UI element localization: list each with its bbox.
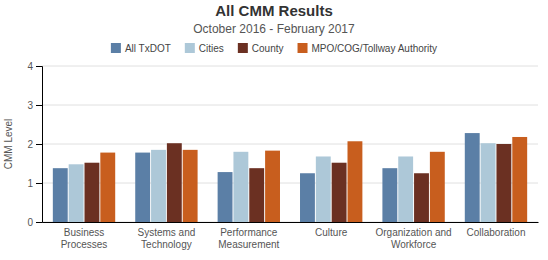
bar (183, 150, 198, 222)
legend: All TxDOT Cities County MPO/COG/Tollway Aut… (111, 43, 437, 54)
bar-series (84, 143, 511, 222)
legend-item: All TxDOT (111, 43, 171, 54)
grid-line (42, 144, 538, 145)
bar (398, 156, 413, 222)
bar (69, 164, 84, 222)
x-tick-label-line: Collaboration (467, 227, 526, 238)
y-tick-label: 1 (27, 178, 33, 189)
y-tick: 0 (27, 217, 42, 228)
x-tick: Culture (315, 227, 348, 238)
bar-series (100, 137, 527, 222)
bar (332, 163, 347, 222)
bar (53, 168, 68, 222)
y-tick-mark (36, 144, 42, 145)
bar (414, 173, 429, 222)
bar (430, 152, 445, 222)
y-tick-mark (36, 183, 42, 184)
x-tick-label: Organization andWorkforce (376, 227, 452, 250)
bar (151, 150, 166, 222)
legend-label: County (252, 43, 284, 54)
chart-container: All CMM Results October 2016 - February 2… (0, 0, 548, 260)
x-tick-label: BusinessProcesses (61, 227, 108, 250)
legend-label: MPO/COG/Tollway Authority (312, 43, 438, 54)
x-tick-label-line: Performance (220, 227, 278, 238)
bar (100, 153, 115, 222)
legend-item: Cities (185, 43, 224, 54)
y-tick-label: 2 (27, 139, 33, 150)
bar (481, 143, 496, 222)
legend-swatch (238, 43, 248, 53)
x-tick-label-line: Workforce (391, 239, 437, 250)
y-tick: 4 (27, 61, 42, 72)
y-tick: 2 (27, 139, 42, 150)
bar (265, 151, 280, 222)
x-tick: PerformanceMeasurement (218, 227, 279, 250)
x-tick-label-line: Systems and (138, 227, 196, 238)
y-tick-label: 3 (27, 100, 33, 111)
x-tick: Systems andTechnology (138, 227, 196, 250)
bar (465, 133, 480, 222)
legend-swatch (185, 43, 195, 53)
bar (218, 172, 233, 222)
bar (347, 141, 362, 222)
x-tick-label: PerformanceMeasurement (218, 227, 279, 250)
bar (84, 163, 99, 222)
bar (135, 153, 150, 222)
grid-line (42, 183, 538, 184)
bar (300, 173, 315, 222)
bar (249, 168, 264, 222)
x-tick-label-line: Culture (315, 227, 348, 238)
grid-line (42, 66, 538, 67)
y-tick-label: 4 (27, 61, 33, 72)
legend-swatch (298, 43, 308, 53)
bar (167, 143, 182, 222)
bar-series (53, 133, 480, 222)
x-tick-label-line: Business (64, 227, 105, 238)
x-axis: BusinessProcesses Systems andTechnology Pe… (43, 223, 539, 250)
y-tick: 1 (27, 178, 42, 189)
bar-series (69, 143, 496, 222)
x-axis-line (43, 222, 539, 223)
y-axis-title: CMM Level (3, 119, 14, 170)
grid (42, 66, 538, 222)
y-tick-mark (36, 222, 42, 223)
title: All CMM Results (215, 2, 333, 19)
x-tick: Collaboration (467, 227, 526, 238)
legend-item: MPO/COG/Tollway Authority (298, 43, 438, 54)
legend-label: Cities (199, 43, 224, 54)
y-tick-label: 0 (27, 217, 33, 228)
x-tick: BusinessProcesses (61, 227, 108, 250)
bar (382, 168, 397, 222)
x-tick-label: Culture (315, 227, 348, 238)
chart-svg: All CMM Results October 2016 - February 2… (0, 0, 548, 260)
subtitle: October 2016 - February 2017 (193, 22, 355, 36)
bar (496, 144, 511, 222)
bar (233, 152, 248, 222)
x-tick-label-line: Processes (61, 239, 108, 250)
x-tick: Organization andWorkforce (376, 227, 452, 250)
y-axis: 0 1 2 3 4 (27, 61, 42, 228)
legend-label: All TxDOT (125, 43, 171, 54)
y-tick: 3 (27, 100, 42, 111)
x-tick-label: Collaboration (467, 227, 526, 238)
legend-swatch (111, 43, 121, 53)
grid-line (42, 105, 538, 106)
y-tick-mark (36, 66, 42, 67)
bar (316, 156, 331, 222)
x-tick-label-line: Organization and (376, 227, 452, 238)
y-tick-mark (36, 105, 42, 106)
bar (512, 137, 527, 222)
legend-item: County (238, 43, 284, 54)
x-tick-label: Systems andTechnology (138, 227, 196, 250)
x-tick-label-line: Measurement (218, 239, 279, 250)
x-tick-label-line: Technology (141, 239, 192, 250)
grid-line (42, 222, 538, 223)
bars (53, 133, 527, 222)
y-axis-line (36, 67, 43, 223)
